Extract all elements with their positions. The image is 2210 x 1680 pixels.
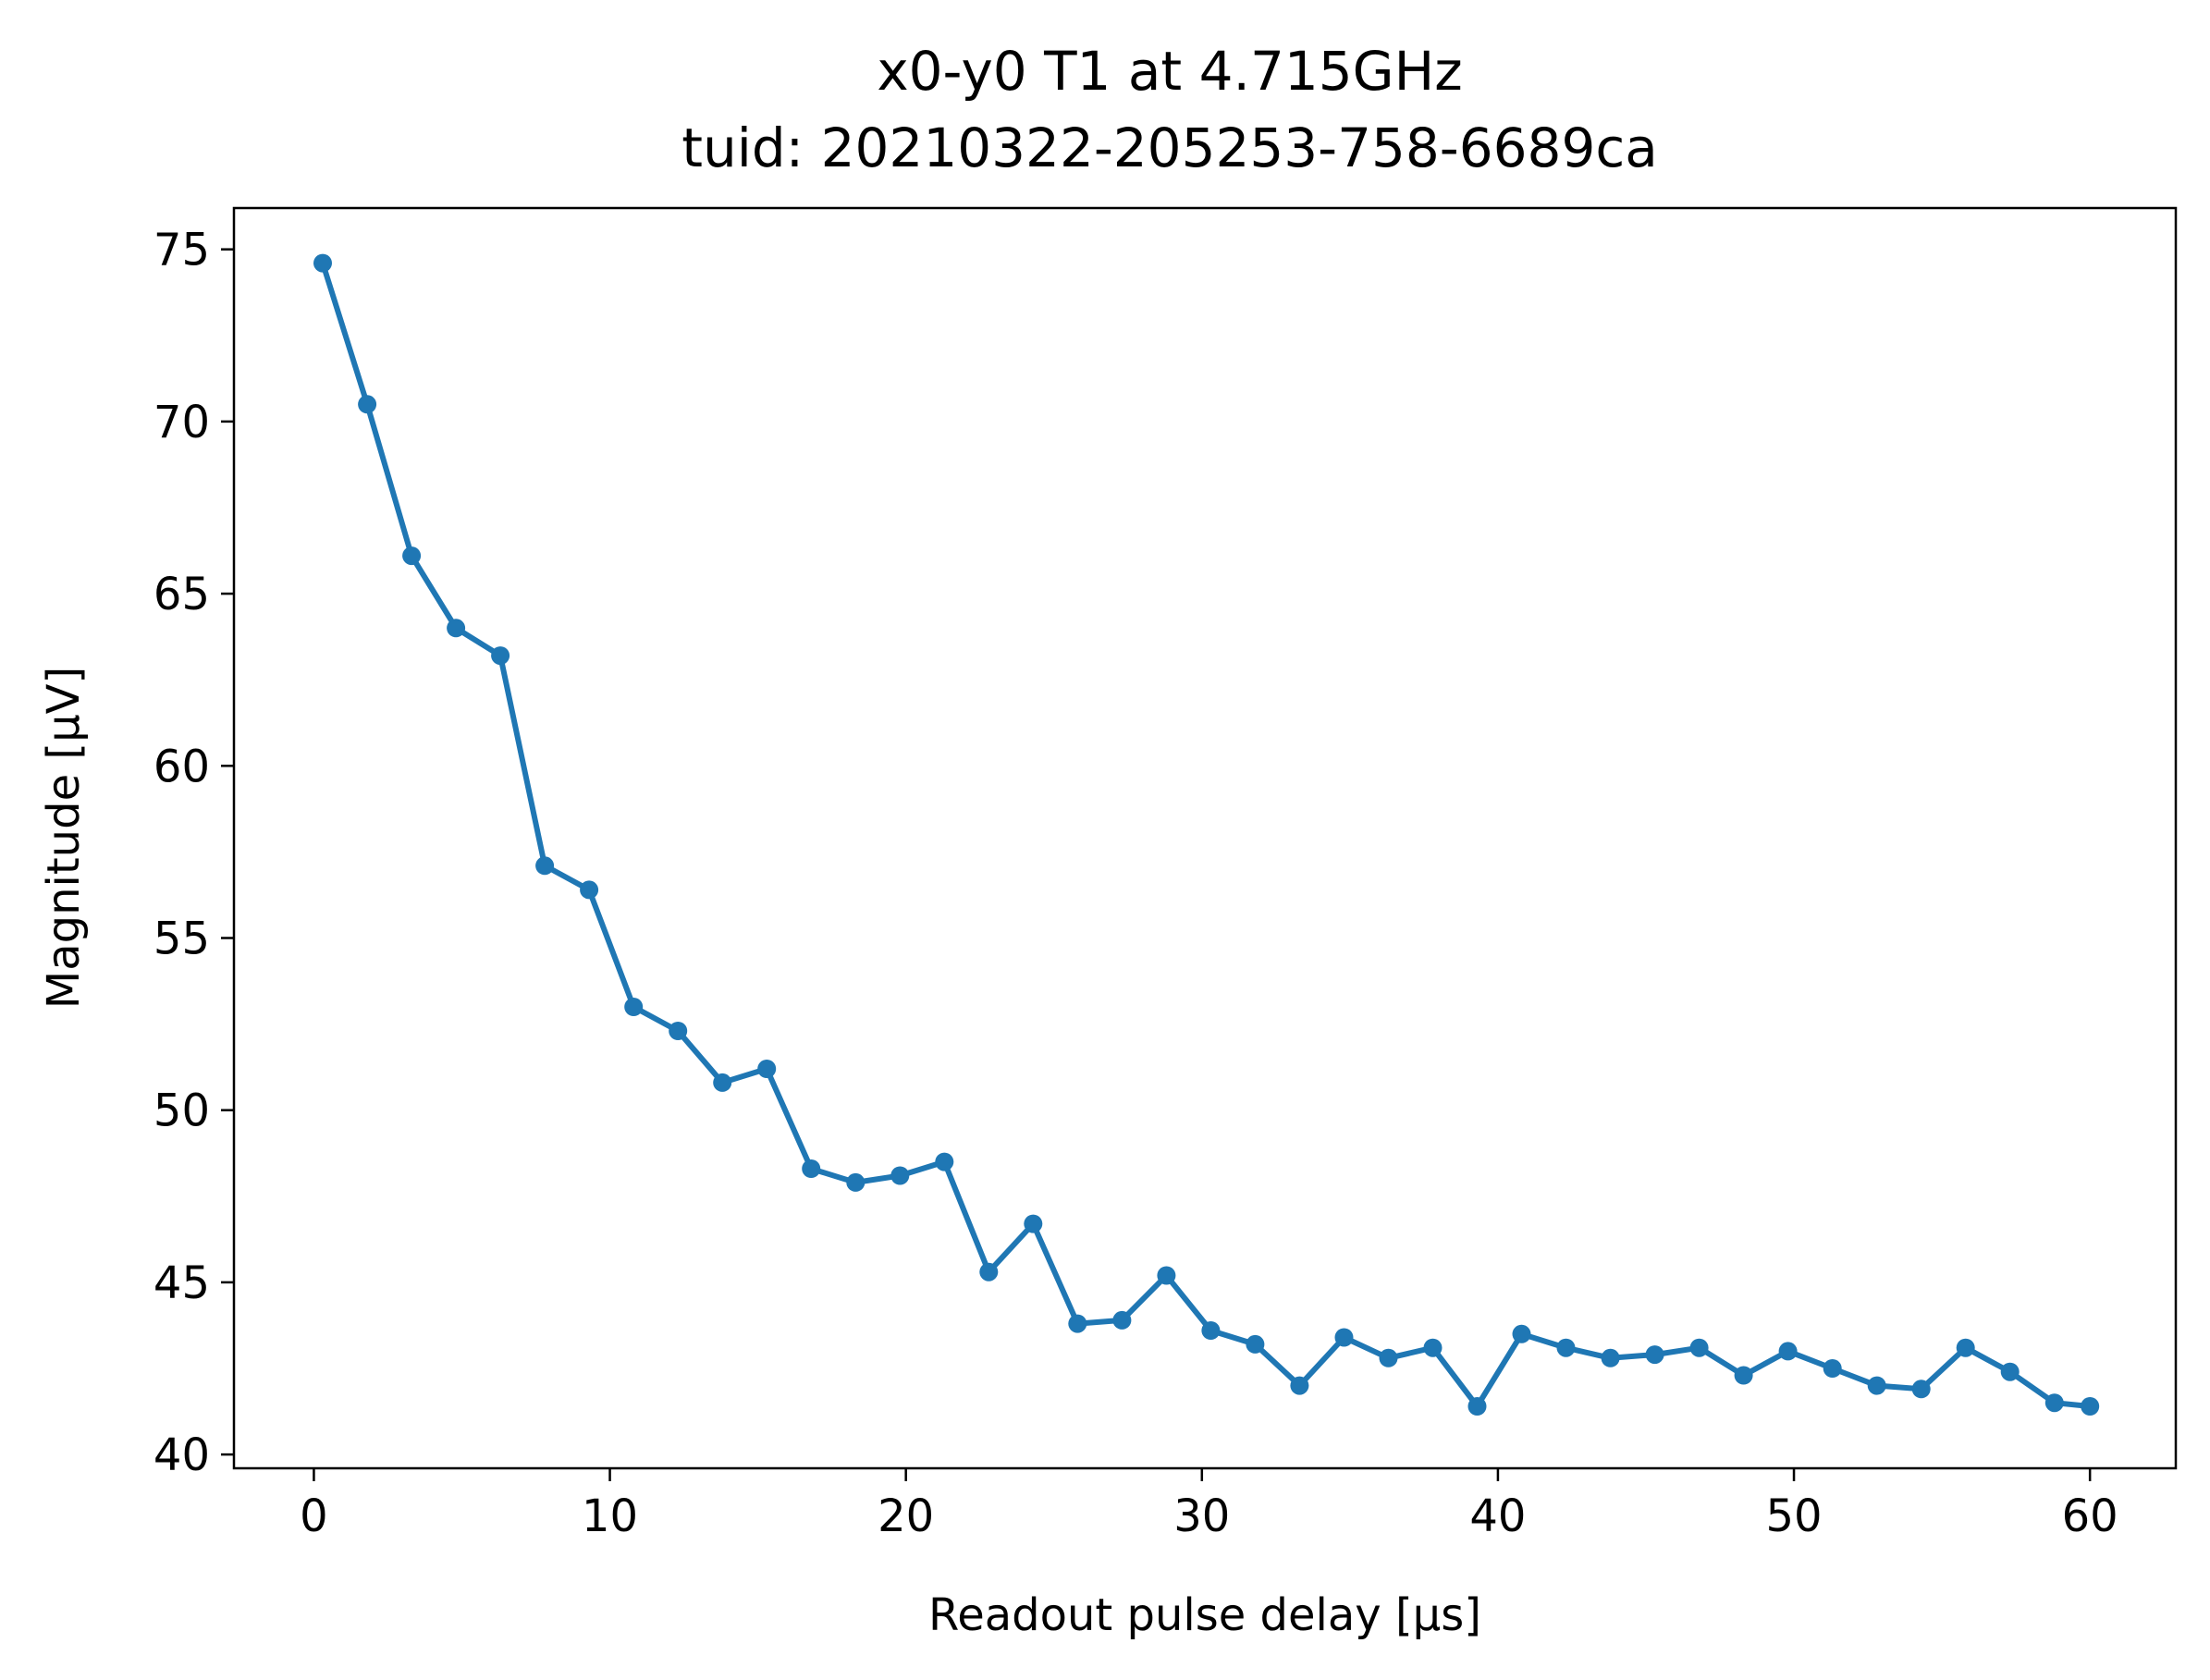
y-tick-label: 70 [153,397,210,448]
data-point [2081,1397,2100,1416]
data-point [1556,1338,1576,1357]
y-tick-label: 55 [153,913,210,964]
data-point [1778,1342,1798,1361]
data-point [1689,1338,1709,1357]
x-axis-label: Readout pulse delay [µs] [928,1589,1481,1641]
data-point [1645,1345,1664,1365]
data-point [1512,1324,1531,1343]
data-point [802,1159,821,1178]
x-tick-label: 10 [582,1490,638,1542]
x-tick-label: 30 [1173,1490,1230,1542]
data-point [2000,1362,2020,1381]
data-point [1201,1321,1221,1340]
x-tick-label: 50 [1766,1490,1823,1542]
data-point [358,395,377,414]
data-point [1823,1359,1842,1378]
data-point [846,1172,866,1192]
data-point [491,646,510,666]
data-point [1423,1338,1443,1357]
data-point [669,1022,688,1040]
data-point [979,1262,999,1281]
data-point [1112,1310,1132,1330]
data-point [1068,1314,1087,1333]
y-axis-ticks: 40 45 50 55 60 65 70 75 [153,225,234,1481]
series-points [313,253,2100,1416]
data-point [890,1166,910,1185]
data-point [1334,1328,1354,1347]
y-tick-label: 65 [153,569,210,620]
data-point [935,1152,954,1171]
chart-title: x0-y0 T1 at 4.715GHz [877,40,1462,103]
x-axis-ticks: 0 10 20 30 40 50 60 [300,1468,2118,1542]
data-point [1246,1334,1265,1354]
data-point [1157,1266,1176,1285]
data-point [447,619,466,638]
series-line [320,262,2091,1409]
x-tick-label: 40 [1469,1490,1526,1542]
chart-subtitle: tuid: 20210322-205253-758-6689ca [681,116,1658,179]
y-tick-label: 45 [153,1257,210,1309]
data-point [313,253,332,273]
y-axis-label: Magnitude [µV] [38,667,90,1009]
y-tick-label: 75 [153,225,210,276]
data-point [624,998,644,1016]
data-point [1290,1376,1309,1395]
data-point [1911,1380,1931,1399]
data-point [1379,1348,1398,1367]
data-point [402,546,422,566]
data-point [713,1073,732,1092]
data-point [1467,1397,1487,1416]
plot-area [232,206,2178,1470]
x-tick-label: 60 [2062,1490,2118,1542]
x-tick-label: 0 [300,1490,328,1542]
data-point [1867,1376,1886,1395]
x-tick-label: 20 [878,1490,934,1542]
data-point [1734,1366,1753,1385]
y-tick-label: 50 [153,1085,210,1137]
data-point [1024,1214,1043,1233]
y-tick-label: 40 [153,1429,210,1481]
data-point [535,856,555,876]
data-point [2044,1393,2064,1413]
data-point [580,880,599,900]
data-point [757,1060,777,1078]
data-point [1601,1348,1620,1367]
y-tick-label: 60 [153,741,210,792]
data-point [1956,1338,1975,1357]
